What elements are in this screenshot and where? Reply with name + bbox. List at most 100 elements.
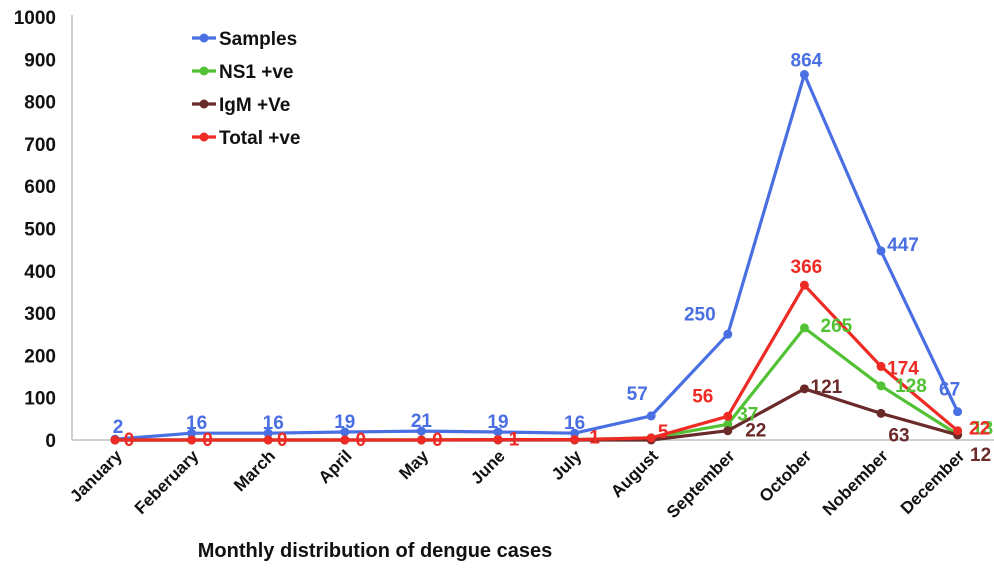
data-label: 0 (277, 430, 288, 451)
y-tick-label: 400 (24, 262, 56, 283)
data-label: 128 (895, 376, 927, 397)
data-label: 63 (888, 425, 909, 446)
data-label: 16 (186, 413, 207, 434)
data-point (876, 408, 886, 418)
y-tick-label: 300 (24, 304, 56, 325)
series-line (114, 72, 960, 441)
series-line (115, 283, 959, 442)
x-tick-label: April (315, 446, 356, 487)
series-lines (110, 70, 963, 445)
data-point (799, 280, 809, 290)
data-point (570, 428, 580, 438)
data-label: 0 (124, 430, 135, 451)
data-point (646, 411, 656, 421)
legend-swatch-marker (199, 33, 209, 43)
data-label: 2 (113, 417, 124, 438)
x-tick-label: August (607, 446, 662, 501)
data-label: 1 (589, 428, 600, 449)
data-label: 121 (811, 377, 843, 398)
data-label: 19 (334, 412, 355, 433)
data-label: 366 (791, 257, 823, 278)
data-label: 0 (432, 430, 443, 451)
data-point (723, 329, 733, 339)
data-label: 0 (356, 430, 367, 451)
y-tick-label: 200 (24, 346, 56, 367)
data-label: 57 (627, 384, 648, 405)
data-label: 5 (658, 422, 669, 443)
data-label: 19 (487, 412, 508, 433)
data-point (570, 435, 580, 445)
data-label: 37 (737, 404, 758, 425)
data-label: 174 (887, 358, 919, 379)
x-tick-label: October (756, 446, 816, 506)
x-axis-title: Monthly distribution of dengue cases (198, 540, 552, 562)
legend-label: Total +ve (219, 128, 300, 149)
data-label: 13 (972, 419, 993, 440)
data-label: 250 (684, 304, 716, 325)
data-point (340, 435, 350, 445)
x-tick-label: July (548, 446, 586, 484)
y-tick-label: 100 (24, 389, 56, 410)
legend: Samples NS1 +ve IgM +Ve Total +ve (192, 29, 300, 149)
legend-label: Samples (219, 29, 297, 50)
x-tick-label: June (467, 446, 508, 487)
data-point (799, 323, 809, 333)
data-point (263, 428, 273, 438)
data-label: 56 (692, 386, 713, 407)
data-point (187, 435, 197, 445)
data-labels: 2 16 16 19 21 19 16572508644476737265128132212… (113, 51, 993, 466)
data-point (876, 361, 886, 371)
data-label: 21 (411, 411, 433, 432)
legend-swatch-marker (199, 99, 209, 109)
data-label: 16 (564, 413, 585, 434)
legend-label: NS1 +ve (219, 62, 293, 83)
data-point (953, 426, 963, 436)
x-tick-label: March (230, 446, 279, 495)
data-point (799, 384, 809, 394)
data-point (876, 246, 886, 256)
data-point (340, 427, 350, 437)
y-tick-label: 800 (24, 93, 56, 114)
y-tick-label: 1000 (14, 8, 56, 29)
data-label: 12 (970, 445, 991, 466)
data-point (416, 435, 426, 445)
x-tick-label: Feberuary (131, 446, 203, 518)
data-point (723, 411, 733, 421)
data-point (953, 407, 963, 417)
y-tick-label: 0 (45, 431, 56, 452)
data-point (416, 426, 426, 436)
y-tick-label: 600 (24, 177, 56, 198)
data-label: 16 (263, 413, 284, 434)
data-label: 67 (939, 380, 960, 401)
data-label: 864 (791, 51, 823, 72)
data-label: 0 (202, 430, 213, 451)
x-tick-label: January (66, 446, 126, 506)
data-point (723, 419, 733, 429)
data-label: 447 (887, 235, 919, 256)
data-point (187, 428, 197, 438)
data-point (876, 381, 886, 391)
x-tick-label: Nobember (819, 446, 892, 519)
data-label: 22 (745, 421, 766, 442)
data-point (110, 435, 120, 445)
x-tick-label: December (897, 446, 969, 518)
data-point (723, 426, 733, 436)
legend-swatch-marker (199, 66, 209, 76)
legend-swatch-marker (199, 132, 209, 142)
legend-label: IgM +Ve (219, 95, 290, 116)
data-point (493, 435, 503, 445)
data-label: 265 (821, 316, 853, 337)
data-point (493, 427, 503, 437)
y-tick-label: 500 (24, 220, 56, 241)
x-tick-label: May (395, 446, 432, 483)
y-tick-label: 900 (24, 50, 56, 71)
data-point (799, 70, 809, 80)
data-point (646, 433, 656, 443)
data-point (263, 435, 273, 445)
data-label: 1 (509, 430, 520, 451)
y-tick-label: 700 (24, 135, 56, 156)
x-tick-label: September (663, 446, 739, 522)
data-label: 22 (969, 419, 990, 440)
